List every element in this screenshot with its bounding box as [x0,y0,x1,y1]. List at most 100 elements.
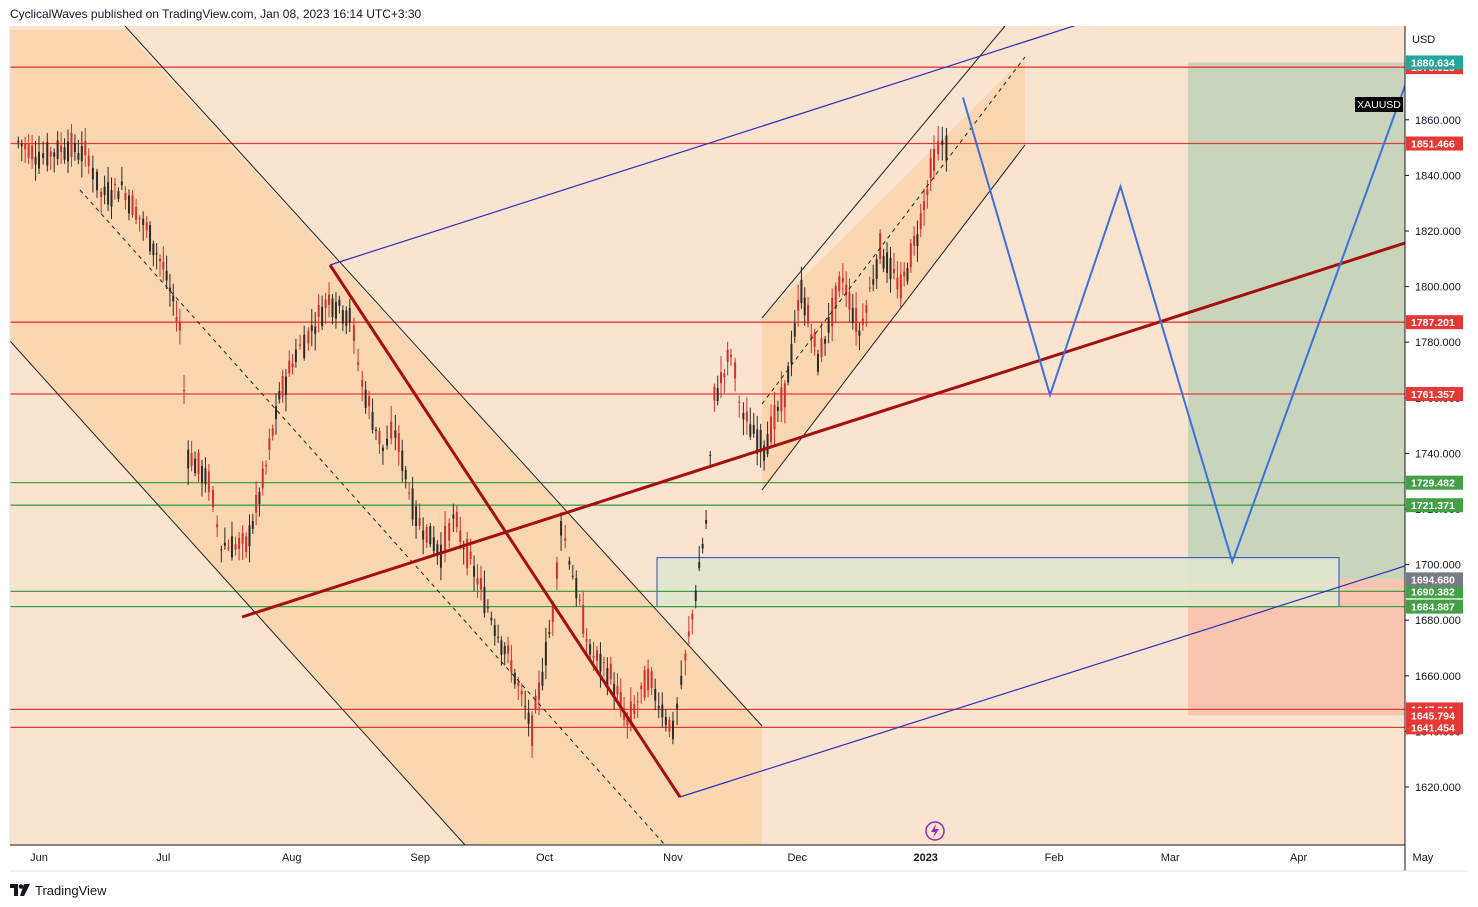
y-tick-label: 1840.000 [1415,170,1461,182]
candle-body [56,140,59,160]
demand-zone-box [656,557,1340,608]
candle-body [941,140,944,145]
candle-body [361,380,364,387]
y-tick-label: 1740.000 [1415,448,1461,460]
candle-body [589,644,592,655]
candle-body [107,182,110,205]
candle-body [439,544,442,568]
candle-body [230,536,233,558]
candle-body [251,520,254,529]
candle-body [378,430,381,445]
candle-body [375,429,378,431]
candle-body [190,452,193,467]
candle-body [820,337,823,358]
x-tick-label: May [1413,852,1434,864]
channel-median-line [79,189,666,845]
rising-channel-upper [761,26,1006,319]
candle-body [838,276,841,292]
candle-body [448,523,451,541]
candle-body [368,396,371,407]
candle-body [84,141,87,156]
candle-body [923,201,926,210]
candle-body [91,167,94,180]
candle-body [172,295,175,302]
x-tick-label: Jul [156,852,170,864]
candle-body [352,325,355,341]
candle-body [486,607,489,609]
candle-body [348,308,351,323]
candle-body [67,141,70,162]
candle-body [691,613,694,620]
candle-body [100,191,103,197]
candle-body [716,388,719,401]
candle-body [694,590,697,601]
candle-body [929,158,932,179]
candle-body [483,587,486,614]
candle-body [903,271,906,277]
candle-body [531,715,534,747]
price-line-label-bg [1406,498,1463,513]
candle-body [592,655,595,658]
candle-body [892,269,895,274]
candle-body [324,299,327,308]
candle-body [401,450,404,471]
candle-body [879,233,882,259]
y-tick-label: 1660.000 [1415,671,1461,683]
candle-body [575,578,578,599]
x-tick-label: Sep [410,852,430,864]
candle-body [513,672,516,685]
candle-body [418,517,421,526]
candle-body [220,549,223,551]
candle-body [763,445,766,461]
y-tick-label: 1860.000 [1415,115,1461,127]
rising-channel-median [761,56,1026,405]
candle-body [165,270,168,281]
candle-body [661,704,664,718]
candle-body [906,267,909,282]
candle-body [425,527,428,543]
candle-body [110,190,113,207]
price-line-label-bg [1406,720,1463,735]
candle-body [517,682,520,687]
candle-body [602,662,605,664]
candle-body [131,195,134,215]
candle-body [138,218,141,220]
candle-body [913,235,916,246]
candle-body [510,660,513,673]
candle-body [168,287,171,292]
lightning-event-icon[interactable] [925,821,945,841]
candle-body [503,646,506,655]
candle-body [415,506,418,526]
candle-body [636,701,639,703]
currency-label: USD [1412,34,1435,46]
candle-body [271,428,274,436]
candle-body [773,404,776,430]
candle-body [127,195,130,214]
candle-body [909,243,912,268]
candle-body [687,631,690,637]
candle-body [834,285,837,309]
candle-body [650,671,653,688]
candle-body [338,299,341,306]
candle-body [321,306,324,327]
candle-body [766,434,769,455]
candle-body [889,257,892,280]
candle-body [162,261,165,270]
candle-body [571,575,574,577]
y-tick-label: 1700.000 [1415,560,1461,572]
candle-body [623,711,626,720]
price-line-label: 1684.887 [1411,602,1455,614]
candle-body [797,300,800,311]
candle-body [568,561,571,565]
candle-body [49,151,52,157]
price-line-label-bg [1406,315,1463,330]
candle-body [595,650,598,661]
candle-body [459,530,462,543]
candle-body [729,354,732,358]
price-lines [10,66,1405,729]
candle-body [937,141,940,155]
candle-body [680,675,683,685]
candle-body [294,349,297,362]
x-tick-label: Jun [30,852,48,864]
